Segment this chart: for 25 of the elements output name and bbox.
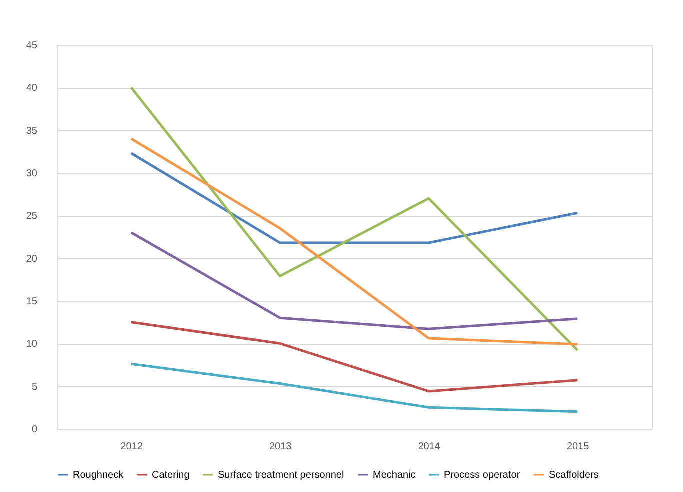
x-tick-label: 2012 <box>120 442 144 452</box>
legend-label: Process operator <box>444 470 521 481</box>
y-tick-label: 35 <box>26 126 38 137</box>
x-tick-label: 2015 <box>567 442 590 452</box>
x-tick-label: 2014 <box>418 442 441 452</box>
legend-label: Catering <box>152 470 190 481</box>
y-tick-label: 10 <box>26 339 38 350</box>
y-tick-label: 30 <box>26 168 38 180</box>
y-tick-label: 0 <box>32 424 38 436</box>
line-series <box>130 321 579 393</box>
line-series <box>130 86 579 352</box>
y-tick-label: 15 <box>26 296 38 308</box>
line-series <box>130 362 579 414</box>
legend-label: Surface treatment personnel <box>218 470 344 481</box>
legend-label: Scaffolders <box>549 470 599 481</box>
legend-label: Roughneck <box>73 470 125 481</box>
line-series <box>130 138 579 346</box>
line-series <box>130 231 579 330</box>
x-tick-label: 2013 <box>270 442 292 452</box>
y-tick-label: 40 <box>26 83 38 94</box>
y-tick-label: 5 <box>32 382 38 393</box>
y-tick-label: 20 <box>26 254 38 265</box>
y-tick-label: 25 <box>26 211 38 222</box>
y-tick-label: 45 <box>26 40 38 52</box>
legend-label: Mechanic <box>373 470 416 481</box>
